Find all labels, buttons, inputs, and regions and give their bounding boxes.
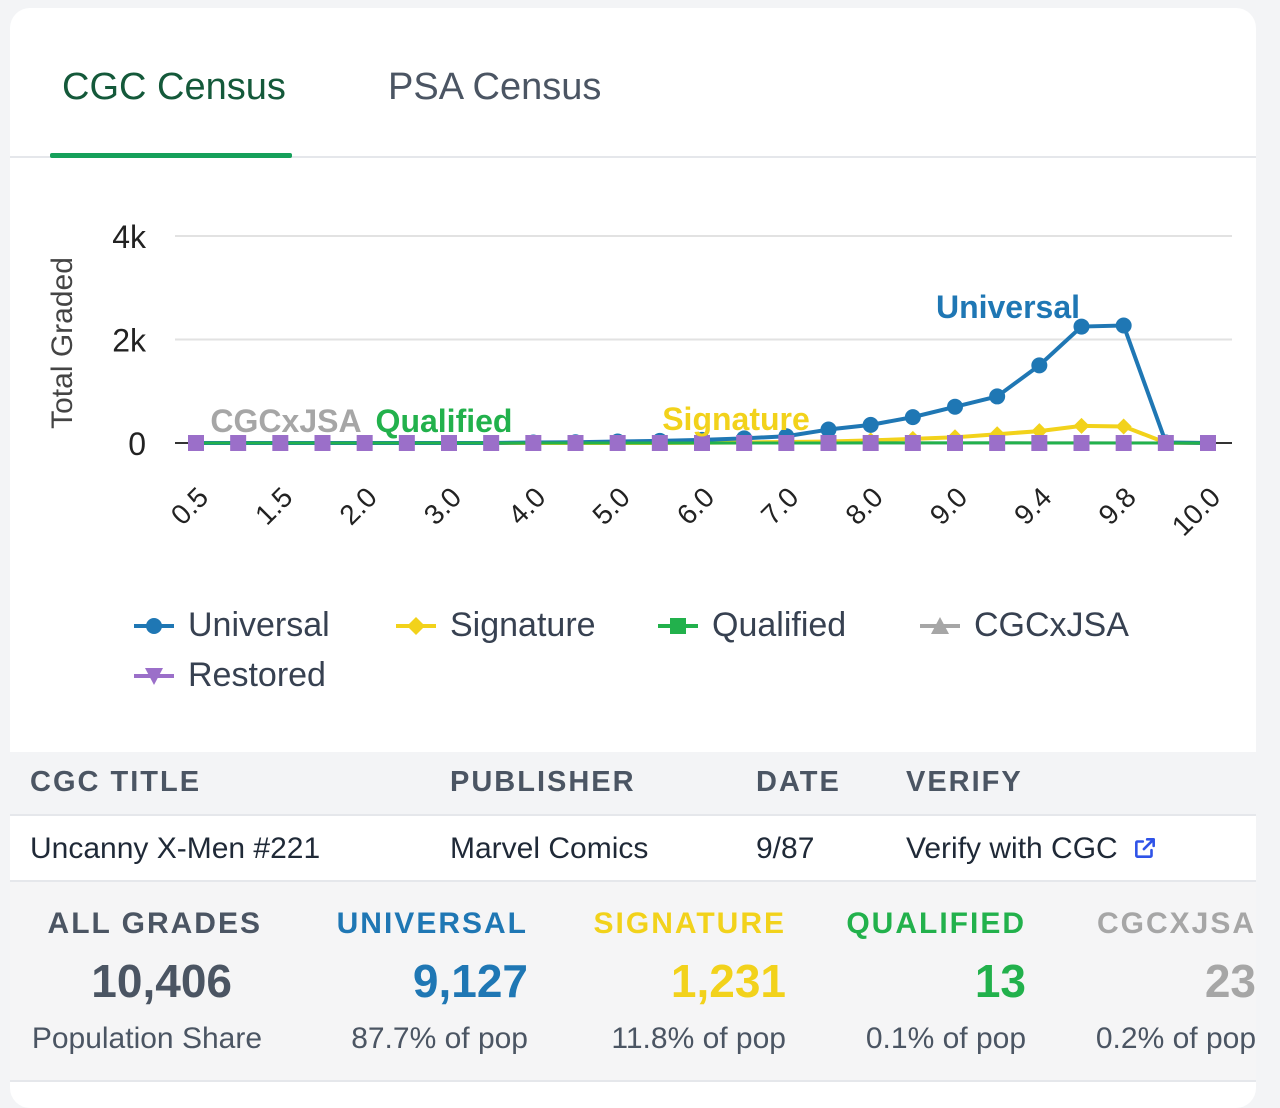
legend-label: Restored [188, 656, 326, 695]
stat-sub: 0.2% of pop [1096, 1022, 1256, 1056]
data-point [568, 435, 584, 451]
legend-label: CGCxJSA [974, 606, 1129, 645]
data-point [863, 417, 879, 433]
census-chart: 0 2k 4k Total Graded 0.5 1.5 2.0 3.0 4.0 5.0 6.0 7.… [10, 158, 1256, 598]
y-axis-label: Total Graded [46, 257, 79, 429]
triangle-down-marker-icon [132, 666, 176, 686]
stat-value: 1,231 [671, 954, 786, 1008]
x-tick-label: 9.4 [1008, 481, 1057, 530]
stat-value: 10,406 [91, 954, 232, 1008]
data-point [525, 435, 541, 451]
x-tick-label: 10.0 [1166, 481, 1226, 541]
legend-label: Universal [188, 606, 330, 645]
stat-label: UNIVERSAL [337, 907, 528, 941]
stat-sub: Population Share [32, 1022, 262, 1056]
data-point [947, 399, 963, 415]
data-point [905, 409, 921, 425]
meta-header-row: CGC TITLE PUBLISHER DATE VERIFY [10, 752, 1256, 816]
stat-label: CGCXJSA [1097, 907, 1256, 941]
legend-qualified[interactable]: Qualified [656, 606, 846, 645]
x-tick-label: 5.0 [586, 481, 635, 530]
data-point [1116, 435, 1132, 451]
legend-label: Qualified [712, 606, 846, 645]
y-tick-label: 4k [112, 219, 147, 255]
y-tick-label: 0 [128, 426, 146, 462]
diamond-marker-icon [394, 616, 438, 636]
data-point [1116, 318, 1132, 334]
x-tick-label: 4.0 [502, 481, 551, 530]
header-verify: VERIFY [906, 766, 1023, 799]
data-point [610, 435, 626, 451]
verify-label: Verify with CGC [906, 832, 1118, 865]
data-point [821, 435, 837, 451]
y-tick-label: 2k [112, 323, 147, 359]
external-link-icon [1132, 835, 1158, 861]
stat-label: ALL GRADES [48, 907, 262, 941]
legend-signature[interactable]: Signature [394, 606, 596, 645]
x-tick-label: 2.0 [333, 481, 382, 530]
data-point [863, 435, 879, 451]
series-annotation: Qualified [376, 403, 513, 439]
data-point [905, 435, 921, 451]
comic-meta-table: CGC TITLE PUBLISHER DATE VERIFY Uncanny … [10, 752, 1256, 882]
x-tick-label: 7.0 [755, 481, 804, 530]
comic-title: Uncanny X-Men #221 [30, 832, 320, 866]
legend-label: Signature [450, 606, 596, 645]
series-annotation: Universal [936, 289, 1080, 325]
data-point [947, 435, 963, 451]
data-point [188, 435, 204, 451]
data-point [1116, 418, 1132, 434]
x-tick-label: 1.5 [249, 481, 298, 530]
stat-value: 13 [975, 954, 1026, 1008]
data-point [1031, 357, 1047, 373]
tab-bar: CGC Census PSA Census [10, 8, 1256, 158]
series-annotation: CGCxJSA [210, 403, 361, 439]
legend-cgcxjsa[interactable]: CGCxJSA [918, 606, 1129, 645]
data-point [1074, 435, 1090, 451]
population-stats: ALL GRADES 10,406 Population Share UNIVE… [10, 882, 1256, 1082]
data-point [989, 388, 1005, 404]
header-cgc-title: CGC TITLE [30, 766, 201, 799]
data-point [989, 435, 1005, 451]
stat-sub: 11.8% of pop [611, 1022, 786, 1056]
tab-psa-census[interactable]: PSA Census [388, 66, 601, 109]
data-point [1031, 435, 1047, 451]
comic-date: 9/87 [756, 832, 814, 866]
data-point [694, 435, 710, 451]
comic-publisher: Marvel Comics [450, 832, 648, 866]
tab-cgc-census[interactable]: CGC Census [62, 66, 286, 109]
data-point [1074, 418, 1090, 434]
triangle-marker-icon [918, 616, 962, 636]
circle-marker-icon [132, 616, 176, 636]
header-date: DATE [756, 766, 841, 799]
stat-sub: 87.7% of pop [351, 1022, 528, 1056]
x-tick-label: 8.0 [839, 481, 888, 530]
chart-svg: 0 2k 4k Total Graded 0.5 1.5 2.0 3.0 4.0 5.0 6.0 7.… [10, 158, 1256, 598]
x-tick-label: 9.0 [924, 481, 973, 530]
legend-universal[interactable]: Universal [132, 606, 330, 645]
data-point [736, 435, 752, 451]
legend-restored[interactable]: Restored [132, 656, 326, 695]
square-marker-icon [656, 616, 700, 636]
data-point [652, 435, 668, 451]
header-publisher: PUBLISHER [450, 766, 636, 799]
x-tick-label: 9.8 [1092, 481, 1141, 530]
data-point [1158, 435, 1174, 451]
stat-label: SIGNATURE [594, 907, 786, 941]
data-point [778, 435, 794, 451]
meta-data-row: Uncanny X-Men #221 Marvel Comics 9/87 Ve… [10, 816, 1256, 882]
stat-sub: 0.1% of pop [866, 1022, 1026, 1056]
series-annotation: Signature [662, 401, 810, 437]
stat-label: QUALIFIED [846, 907, 1026, 941]
stat-value: 23 [1205, 954, 1256, 1008]
data-point [1200, 435, 1216, 451]
x-tick-label: 6.0 [671, 481, 720, 530]
x-tick-label: 0.5 [165, 481, 214, 530]
verify-with-cgc-link[interactable]: Verify with CGC [906, 832, 1158, 866]
stat-value: 9,127 [413, 954, 528, 1008]
x-tick-label: 3.0 [418, 481, 467, 530]
